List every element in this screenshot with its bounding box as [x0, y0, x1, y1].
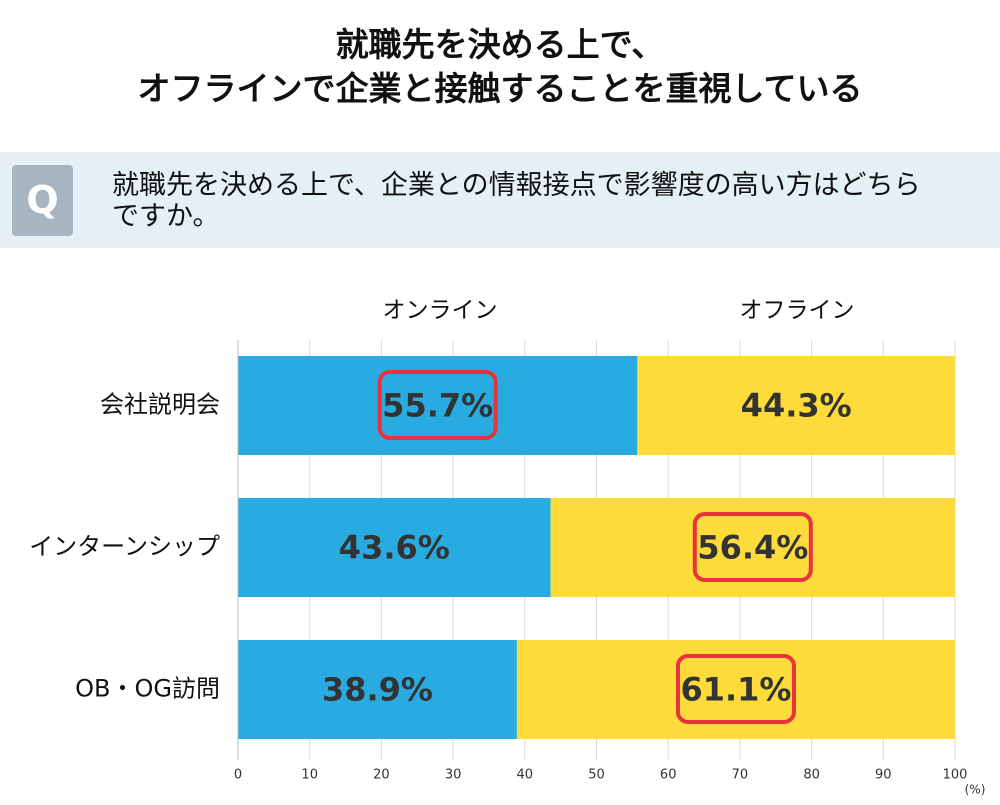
- y-tick-label: 会社説明会: [100, 391, 220, 419]
- x-unit: (%): [965, 783, 986, 797]
- x-tick-label: 60: [660, 768, 677, 783]
- x-tick-label: 30: [445, 768, 462, 783]
- highlight-box: [675, 654, 796, 724]
- bar-segment: [238, 498, 551, 597]
- value-label: 56.4%: [697, 529, 808, 567]
- value-label: 61.1%: [680, 671, 791, 709]
- highlight-box: [692, 512, 813, 582]
- x-tick-label: 70: [732, 768, 749, 783]
- question-band: [0, 152, 1000, 248]
- x-tick-label: 0: [234, 768, 242, 783]
- value-label: 55.7%: [382, 387, 493, 425]
- x-tick-label: 50: [588, 768, 605, 783]
- x-tick-label: 20: [373, 768, 390, 783]
- y-tick-label: OB・OG訪問: [75, 675, 220, 703]
- value-label: 38.9%: [322, 671, 433, 709]
- highlight-box: [377, 370, 498, 440]
- y-tick-label: インターンシップ: [29, 533, 220, 561]
- bar-segment: [238, 640, 517, 739]
- x-tick-label: 10: [301, 768, 318, 783]
- legend-label: オフライン: [740, 298, 855, 324]
- x-tick-label: 90: [875, 768, 892, 783]
- legend-label: オンライン: [383, 298, 498, 324]
- title-line: オフラインで企業と接触することを重視している: [137, 69, 863, 108]
- title-line: 就職先を決める上で、: [335, 25, 665, 64]
- question-mark: Q: [12, 165, 73, 236]
- x-tick-label: 40: [517, 768, 534, 783]
- value-label: 43.6%: [339, 529, 450, 567]
- question-text: 就職先を決める上で、企業との情報接点で影響度の高い方はどちらですか。: [112, 170, 921, 232]
- x-tick-label: 80: [803, 768, 820, 783]
- value-label: 44.3%: [741, 387, 852, 425]
- bar-segment: [637, 356, 955, 455]
- x-tick-label: 100: [943, 768, 968, 783]
